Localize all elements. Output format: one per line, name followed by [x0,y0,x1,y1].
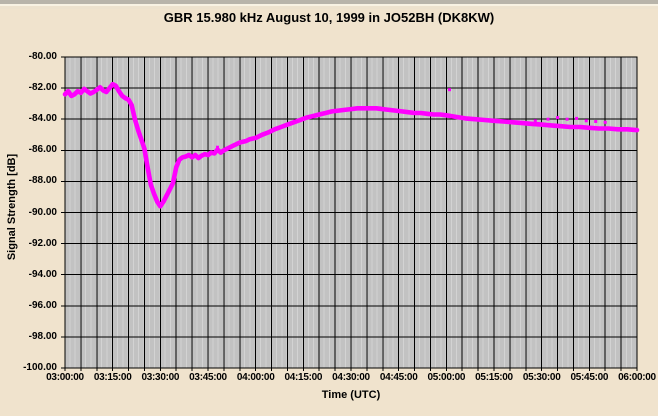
outlier-point [448,88,451,92]
y-tick-label: -100.00 [23,362,57,373]
y-axis-title: Signal Strength [dB] [6,153,18,261]
x-tick-label: 05:15:00 [475,372,513,383]
window-top-edge [0,0,658,9]
x-axis-title: Time (UTC) [321,389,381,401]
chart-title: GBR 15.980 kHz August 10, 1999 in JO52BH… [163,10,495,25]
x-tick-label: 05:45:00 [570,372,609,383]
x-tick-label: 03:15:00 [93,372,132,383]
outlier-point [533,119,537,123]
outlier-point [565,117,569,121]
x-tick-label: 04:45:00 [379,372,418,383]
outlier-point [546,117,550,121]
x-tick-label: 05:30:00 [522,372,561,383]
outlier-point [594,120,598,123]
x-tick-label: 03:00:00 [46,372,84,383]
y-tick-label: -94.00 [28,268,57,280]
outlier-point [603,120,607,124]
plot-border [64,56,638,369]
signal-trace [62,81,640,209]
y-tick-label: -80.00 [28,51,57,62]
x-tick-label: 06:00:00 [618,372,656,383]
y-tick-label: -84.00 [28,113,57,125]
y-tick-label: -82.00 [28,82,57,94]
x-tick-label: 05:00:00 [427,372,466,383]
y-tick-label: -96.00 [28,299,57,311]
chart-plot-svg [61,56,640,371]
outlier-point [216,145,219,149]
outlier-point [575,116,579,120]
y-tick-label: -86.00 [28,144,57,156]
x-tick-label: 04:00:00 [236,372,275,383]
y-tick-label: -90.00 [28,206,57,218]
x-tick-label: 04:15:00 [284,372,323,383]
y-tick-label: -88.00 [28,175,57,187]
x-tick-label: 03:45:00 [189,372,227,383]
y-tick-label: -92.00 [28,237,57,249]
x-tick-label: 04:30:00 [332,372,370,383]
outlier-point [584,119,588,123]
outlier-point [556,116,560,120]
x-tick-label: 03:30:00 [141,372,180,383]
y-tick-label: -98.00 [28,330,57,342]
plot-area [61,56,640,371]
